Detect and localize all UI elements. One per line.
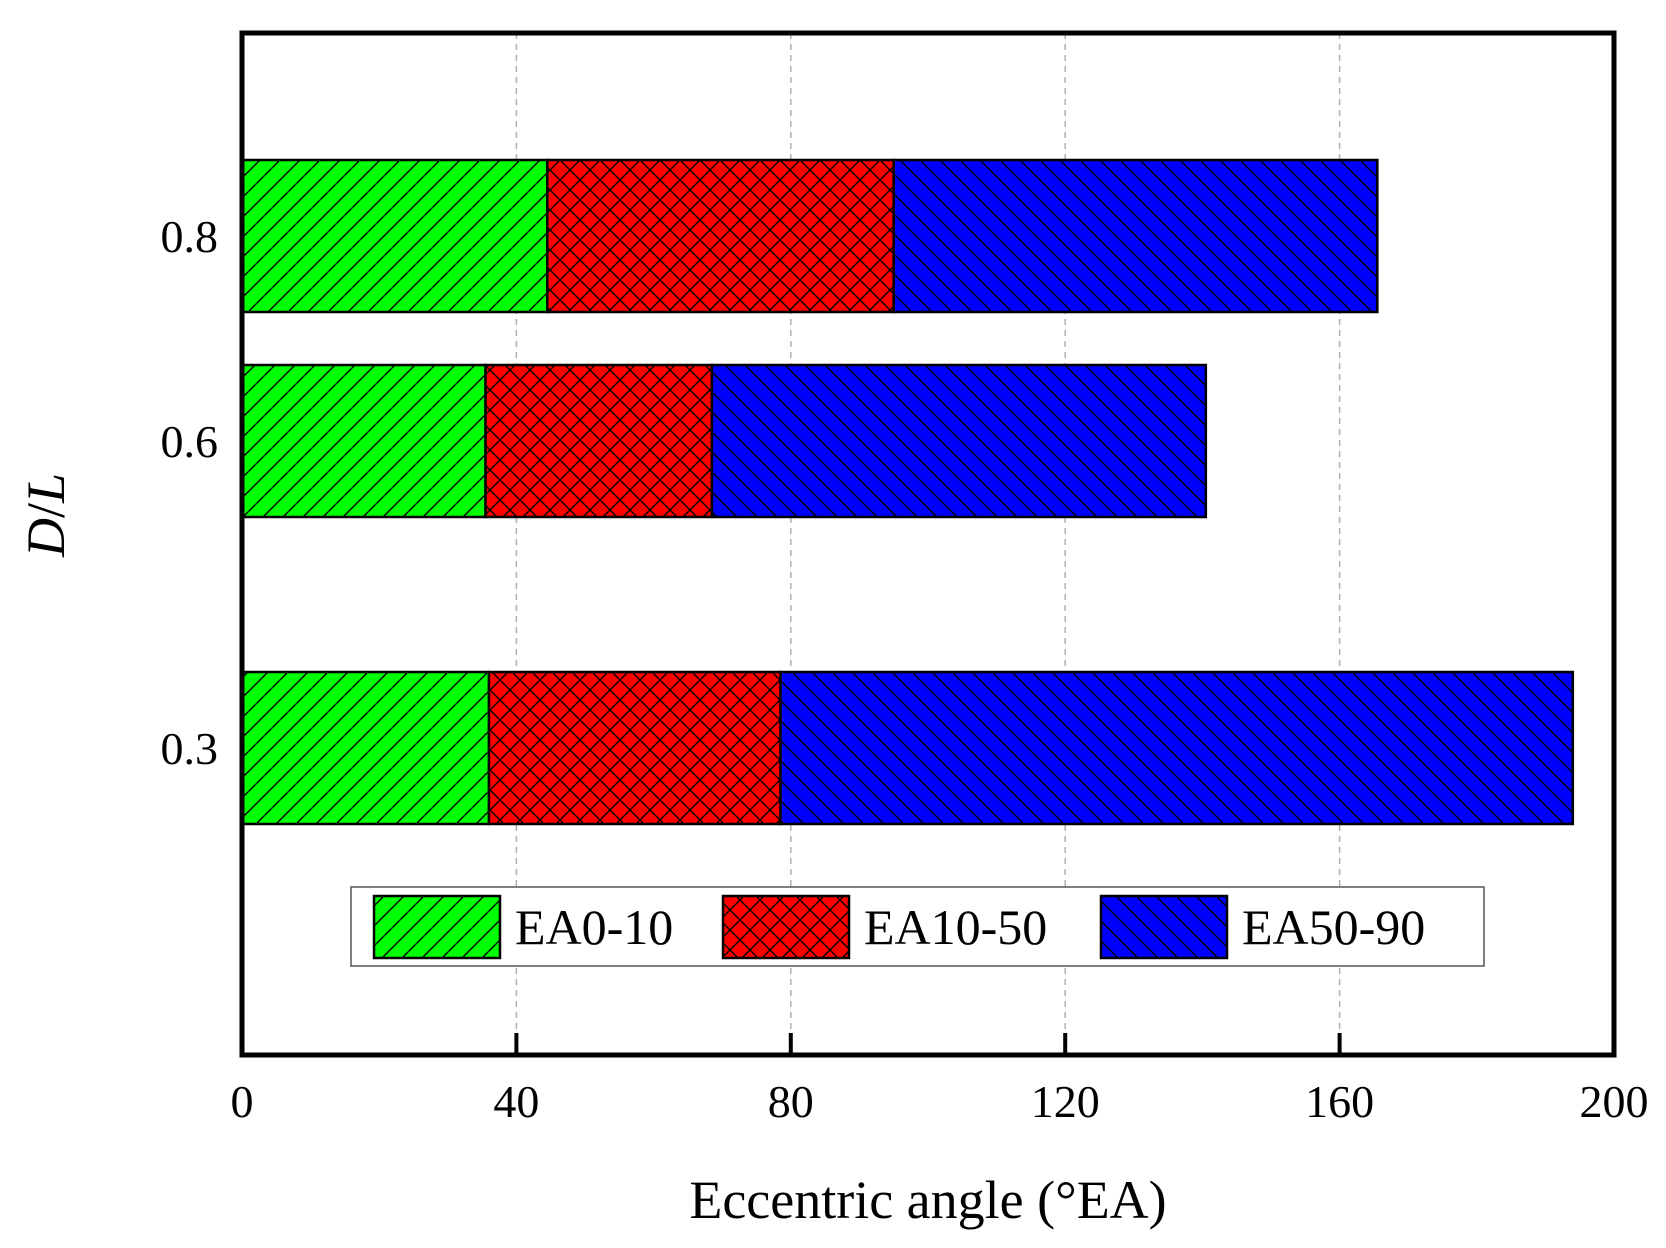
y-tick-label: 0.3 xyxy=(161,723,219,774)
bar-segment-EA50-90 xyxy=(710,363,1208,519)
plot-frame xyxy=(239,30,1617,1058)
bar-segment-EA0-10 xyxy=(240,158,549,314)
bar-hatch xyxy=(484,363,714,519)
legend-box xyxy=(350,886,1485,967)
bar-hatch xyxy=(240,363,487,519)
x-axis-title: Eccentric angle (°EA) xyxy=(689,1170,1166,1230)
bar-segment-EA10-50 xyxy=(484,363,714,519)
x-tick-label: 200 xyxy=(1580,1076,1649,1127)
x-tick-label: 160 xyxy=(1305,1076,1374,1127)
y-axis-title: D/L xyxy=(16,473,76,558)
legend-swatch-hatch xyxy=(721,894,851,960)
legend-item-EA0-10: EA0-10 xyxy=(372,894,673,960)
legend-label: EA0-10 xyxy=(515,899,673,955)
bar-hatch xyxy=(892,158,1379,314)
legend: EA0-10 EA10-50 EA50-90 xyxy=(350,886,1485,967)
y-tick-label: 0.6 xyxy=(161,416,219,467)
y-axis-title-d: D xyxy=(16,518,76,558)
x-tick-label: 40 xyxy=(493,1076,539,1127)
bar-segment-EA50-90 xyxy=(892,158,1379,314)
bars xyxy=(240,158,1575,826)
legend-item-EA50-90: EA50-90 xyxy=(1099,894,1425,960)
bar-segment-EA0-10 xyxy=(240,363,487,519)
x-tick-label: 0 xyxy=(231,1076,254,1127)
legend-swatch-hatch xyxy=(372,894,502,960)
y-axis-title-l: L xyxy=(16,473,76,504)
bar-segment-EA0-10 xyxy=(240,670,491,826)
x-tick-label: 120 xyxy=(1031,1076,1100,1127)
bar-segment-EA50-90 xyxy=(779,670,1575,826)
y-axis-title-slash: / xyxy=(16,503,76,518)
bar-hatch xyxy=(546,158,895,314)
bar-segment-EA10-50 xyxy=(487,670,782,826)
legend-label: EA10-50 xyxy=(864,899,1047,955)
bar-hatch xyxy=(240,670,491,826)
y-tick-label: 0.8 xyxy=(161,211,219,262)
y-tick-labels: 0.8 0.6 0.3 xyxy=(161,211,219,774)
bar-hatch xyxy=(710,363,1208,519)
x-ticks: 0 40 80 120 160 200 xyxy=(231,1033,1649,1127)
bar-segment-EA10-50 xyxy=(546,158,895,314)
bar-hatch xyxy=(240,158,549,314)
bar-hatch xyxy=(779,670,1575,826)
legend-label: EA50-90 xyxy=(1242,899,1425,955)
legend-item-EA10-50: EA10-50 xyxy=(721,894,1047,960)
x-tick-label: 80 xyxy=(768,1076,814,1127)
legend-swatch-hatch xyxy=(1099,894,1229,960)
bar-hatch xyxy=(487,670,782,826)
